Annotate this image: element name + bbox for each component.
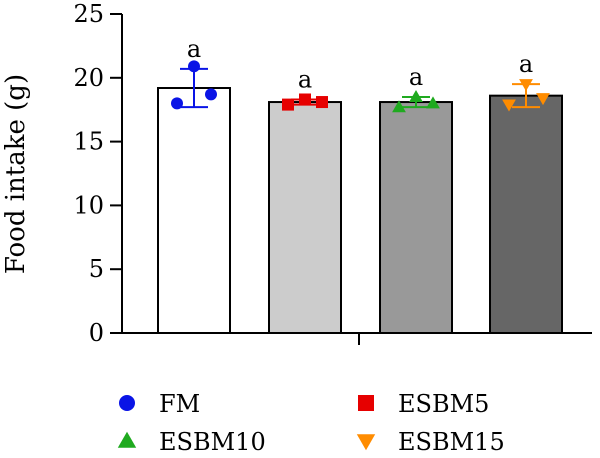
y-tick-label: 0	[89, 319, 104, 347]
significance-label: a	[298, 65, 312, 93]
data-point	[356, 434, 376, 451]
data-point	[392, 100, 406, 113]
legend: FM ESBM5 ESBM10 ESBM15	[117, 390, 505, 456]
bar-group-esbm10: a	[379, 63, 453, 334]
y-tick-label: 10	[73, 191, 104, 219]
significance-label: a	[409, 63, 423, 91]
legend-item-esbm5: ESBM5	[358, 390, 489, 418]
legend-label: ESBM15	[398, 428, 505, 456]
data-point	[358, 395, 374, 411]
legend-item-esbm15: ESBM15	[356, 428, 505, 456]
data-point	[188, 60, 200, 73]
bar	[379, 101, 453, 334]
legend-item-fm: FM	[119, 390, 200, 418]
bar-group-esbm15: a	[489, 50, 563, 334]
y-tick-label: 20	[73, 64, 104, 92]
data-point	[282, 98, 294, 111]
y-tick-label: 5	[89, 255, 104, 283]
bars: a a a a	[157, 35, 563, 335]
data-point	[536, 93, 550, 106]
bar	[157, 87, 231, 335]
y-tick-label: 15	[73, 128, 104, 156]
data-point	[409, 90, 423, 103]
data-point	[171, 97, 183, 110]
data-point	[502, 99, 516, 112]
data-point	[316, 96, 328, 109]
axes: 0 5 10 15 20 25	[73, 0, 592, 347]
data-point	[117, 431, 137, 448]
significance-label: a	[519, 50, 533, 78]
data-point	[119, 395, 135, 411]
data-point	[299, 93, 311, 106]
legend-label: ESBM5	[398, 390, 489, 418]
data-point	[426, 96, 440, 109]
legend-label: ESBM10	[159, 428, 266, 456]
bar-group-esbm5: a	[268, 65, 342, 334]
bar	[268, 101, 342, 334]
y-axis-label: Food intake (g)	[1, 74, 31, 274]
data-point	[205, 88, 217, 101]
legend-item-esbm10: ESBM10	[117, 428, 266, 456]
bar	[489, 94, 563, 334]
bar-group-fm: a	[157, 35, 231, 335]
legend-label: FM	[159, 390, 200, 418]
significance-label: a	[187, 35, 201, 63]
data-point	[519, 79, 533, 92]
y-tick-label: 25	[73, 0, 104, 28]
